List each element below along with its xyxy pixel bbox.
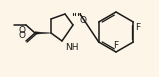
Text: O: O bbox=[79, 16, 86, 25]
Text: F: F bbox=[135, 23, 140, 32]
Polygon shape bbox=[35, 32, 51, 34]
Text: O: O bbox=[18, 31, 25, 40]
Text: F: F bbox=[113, 41, 119, 50]
Text: NH: NH bbox=[65, 43, 79, 52]
Text: O: O bbox=[18, 26, 25, 35]
